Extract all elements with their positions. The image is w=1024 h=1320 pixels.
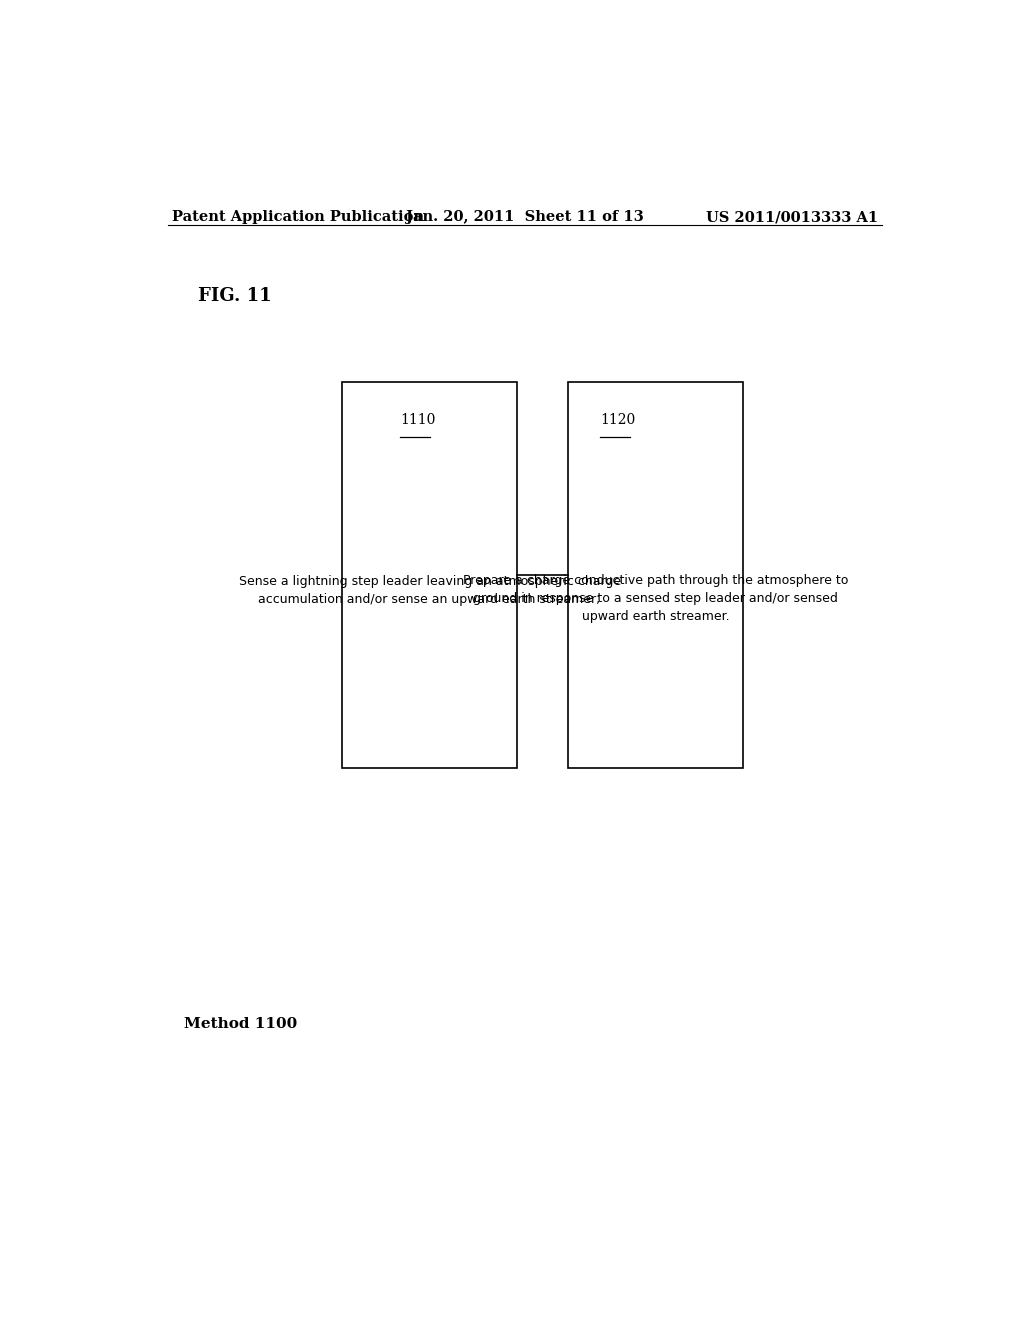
- Text: US 2011/0013333 A1: US 2011/0013333 A1: [706, 210, 878, 224]
- FancyBboxPatch shape: [342, 381, 517, 768]
- Text: Jan. 20, 2011  Sheet 11 of 13: Jan. 20, 2011 Sheet 11 of 13: [406, 210, 644, 224]
- Text: 1120: 1120: [600, 412, 635, 426]
- Text: Method 1100: Method 1100: [183, 1018, 297, 1031]
- Text: FIG. 11: FIG. 11: [199, 286, 272, 305]
- FancyBboxPatch shape: [568, 381, 743, 768]
- Text: Patent Application Publication: Patent Application Publication: [172, 210, 424, 224]
- Text: Prepare a charge conductive path through the atmosphere to
ground in response to: Prepare a charge conductive path through…: [463, 574, 849, 623]
- Text: Sense a lightning step leader leaving an atmospheric charge
accumulation and/or : Sense a lightning step leader leaving an…: [239, 576, 621, 606]
- Text: 1110: 1110: [400, 412, 435, 426]
